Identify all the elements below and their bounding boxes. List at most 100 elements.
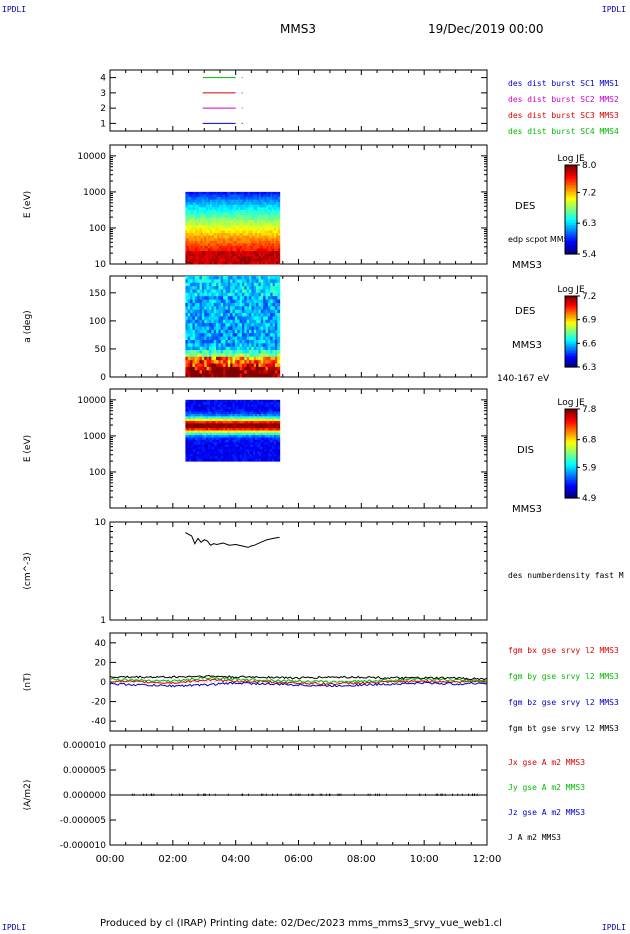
pitch-cell [225,336,229,341]
pitch-cell [272,329,276,334]
pitch-cell [225,296,229,301]
pitch-cell [208,333,212,338]
colorbar-segment [565,247,577,251]
dis-energy-cell [268,406,271,410]
dis-energy-cell [266,444,269,448]
dis-energy-cell [247,428,250,431]
corner-tl-label: IPDLI [2,5,27,14]
dis-energy-cell [273,439,277,443]
dis-energy-cell [206,435,209,439]
pitch-cell [256,279,259,284]
des-energy-cell [228,191,232,195]
dis-energy-cell [247,409,250,413]
des-energy-cell [241,225,245,229]
dis-energy-cell [236,413,239,417]
des-energy-cell [243,245,247,250]
des-energy-cell [273,238,277,242]
pitch-cell [237,289,241,294]
pitch-cell [216,343,219,348]
pitch-cell [187,316,191,321]
dis-energy-cell [275,458,279,462]
dis-energy-cell [236,439,239,443]
pitch-cell [218,370,222,375]
des-energy-cell [215,197,218,201]
des-energy-cell [187,233,190,237]
y-tick-label: 100 [89,468,106,478]
des-energy-cell [204,233,207,237]
pitch-cell [225,333,229,338]
y-tick-label: 10 [95,518,107,528]
pitch-cell [206,289,210,294]
dis-energy-cell [189,454,192,457]
des-energy-cell [208,240,211,244]
des-energy-cell [224,227,228,232]
des-energy-cell [192,240,196,244]
dis-energy-cell [275,432,279,436]
des-energy-cell [226,238,230,242]
pitch-cell [234,356,238,361]
dis-energy-cell [204,416,207,420]
date-title: 19/Dec/2019 00:00 [428,22,544,36]
des-energy-cell [194,220,198,224]
dis-energy-cell [226,432,230,436]
des-energy-cell [277,197,281,201]
des-energy-cell [266,251,269,255]
dis-energy-cell [260,406,264,410]
pitch-cell [251,306,255,311]
dis-energy-cell [191,442,194,446]
des-energy-cell [241,197,245,201]
dis-energy-cell [262,409,266,413]
dis-energy-cell [255,406,258,410]
pitch-cell [241,343,245,348]
pitch-cell [241,279,245,284]
pitch-cell [199,323,203,327]
dis-energy-cell [253,432,256,436]
des-energy-cell [268,261,271,265]
pitch-cell [234,350,238,354]
pitch-cell [251,323,255,327]
des-energy-cell [221,243,224,247]
colorbar-segment [565,315,577,318]
dis-energy-cell [185,416,188,420]
des-energy-cell [270,238,273,242]
pitch-cell [190,370,193,375]
dis-energy-cell [268,437,271,441]
dis-energy-cell [243,444,247,448]
des-energy-cell [232,233,235,237]
des-energy-cell [273,248,277,252]
pitch-cell [267,286,271,290]
pitch-cell [220,319,224,324]
des-energy-cell [228,258,232,262]
dis-energy-cell [221,435,224,439]
pitch-cell [241,353,245,358]
des-energy-cell [226,207,230,211]
pitch-cell [241,350,245,354]
dis-energy-cell [200,446,203,450]
des-energy-cell [236,199,239,203]
dis-energy-cell [206,437,209,441]
des-energy-cell [215,240,218,244]
des-energy-cell [240,230,243,234]
des-energy-cell [262,251,266,255]
dis-energy-cell [260,421,264,424]
pitch-cell [206,336,210,341]
dis-energy-cell [266,437,269,441]
colorbar-segment [565,437,577,441]
dis-energy-cell [198,456,201,460]
fgm-legend: fgm bt gse srvy l2 MMS3 [508,724,619,733]
pitch-cell [220,316,224,321]
pitch-cell [272,360,276,365]
des-energy-cell [189,238,192,242]
des-energy-cell [272,256,275,260]
des-energy-cell [236,258,239,262]
pitch-cell [239,329,243,334]
pitch-cell [256,282,259,287]
des-energy-cell [258,258,262,262]
pitch-cell [256,326,259,331]
des-energy-cell [262,217,266,221]
dis-energy-cell [234,406,237,410]
des-energy-cell [273,207,277,211]
dis-energy-cell [258,404,262,408]
dis-energy-cell [262,435,266,439]
dis-energy-cell [200,409,203,413]
